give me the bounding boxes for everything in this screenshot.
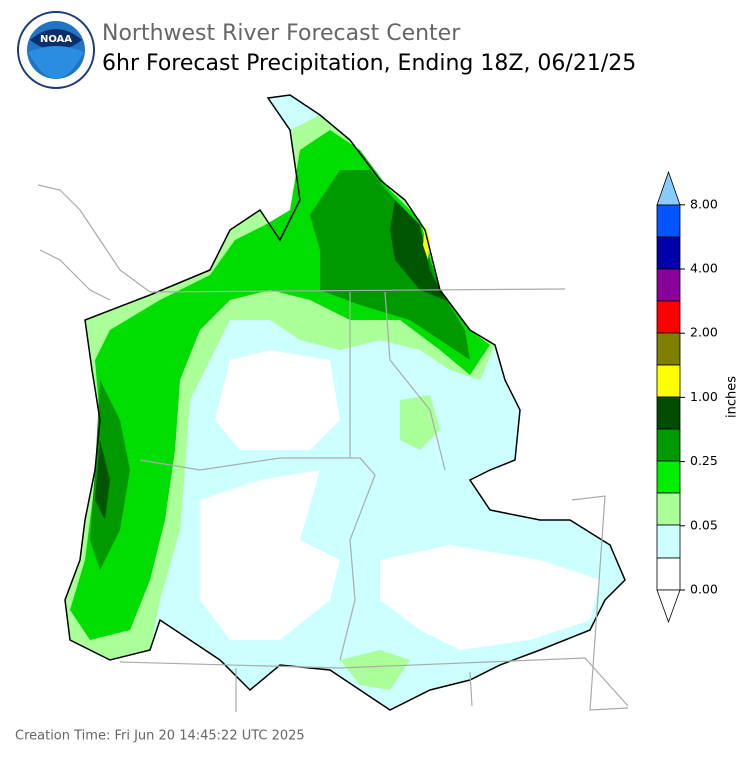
colorbar-tick-label: 8.00 — [690, 196, 718, 211]
colorbar-tick-label: 0.00 — [690, 582, 718, 597]
colorbar-tick-label: 2.00 — [690, 325, 718, 340]
subtitle: 6hr Forecast Precipitation, Ending 18Z, … — [102, 51, 636, 76]
colorbar-label: inches — [725, 376, 740, 418]
basin-outline — [64, 94, 626, 711]
colorbar — [656, 170, 681, 624]
boundaries — [37, 184, 629, 712]
colorbar-tick-label: 0.25 — [690, 453, 718, 468]
creation-time: Creation Time: Fri Jun 20 14:45:22 UTC 2… — [15, 729, 305, 744]
noaa-logo: NOAA — [17, 11, 95, 89]
colorbar-tick-label: 0.05 — [690, 517, 718, 532]
colorbar-tick-label: 1.00 — [690, 389, 718, 404]
colorbar-tick-label: 4.00 — [690, 261, 718, 276]
title: Northwest River Forecast Center — [102, 21, 461, 46]
precip-map — [37, 94, 629, 712]
svg-text:NOAA: NOAA — [40, 34, 72, 45]
